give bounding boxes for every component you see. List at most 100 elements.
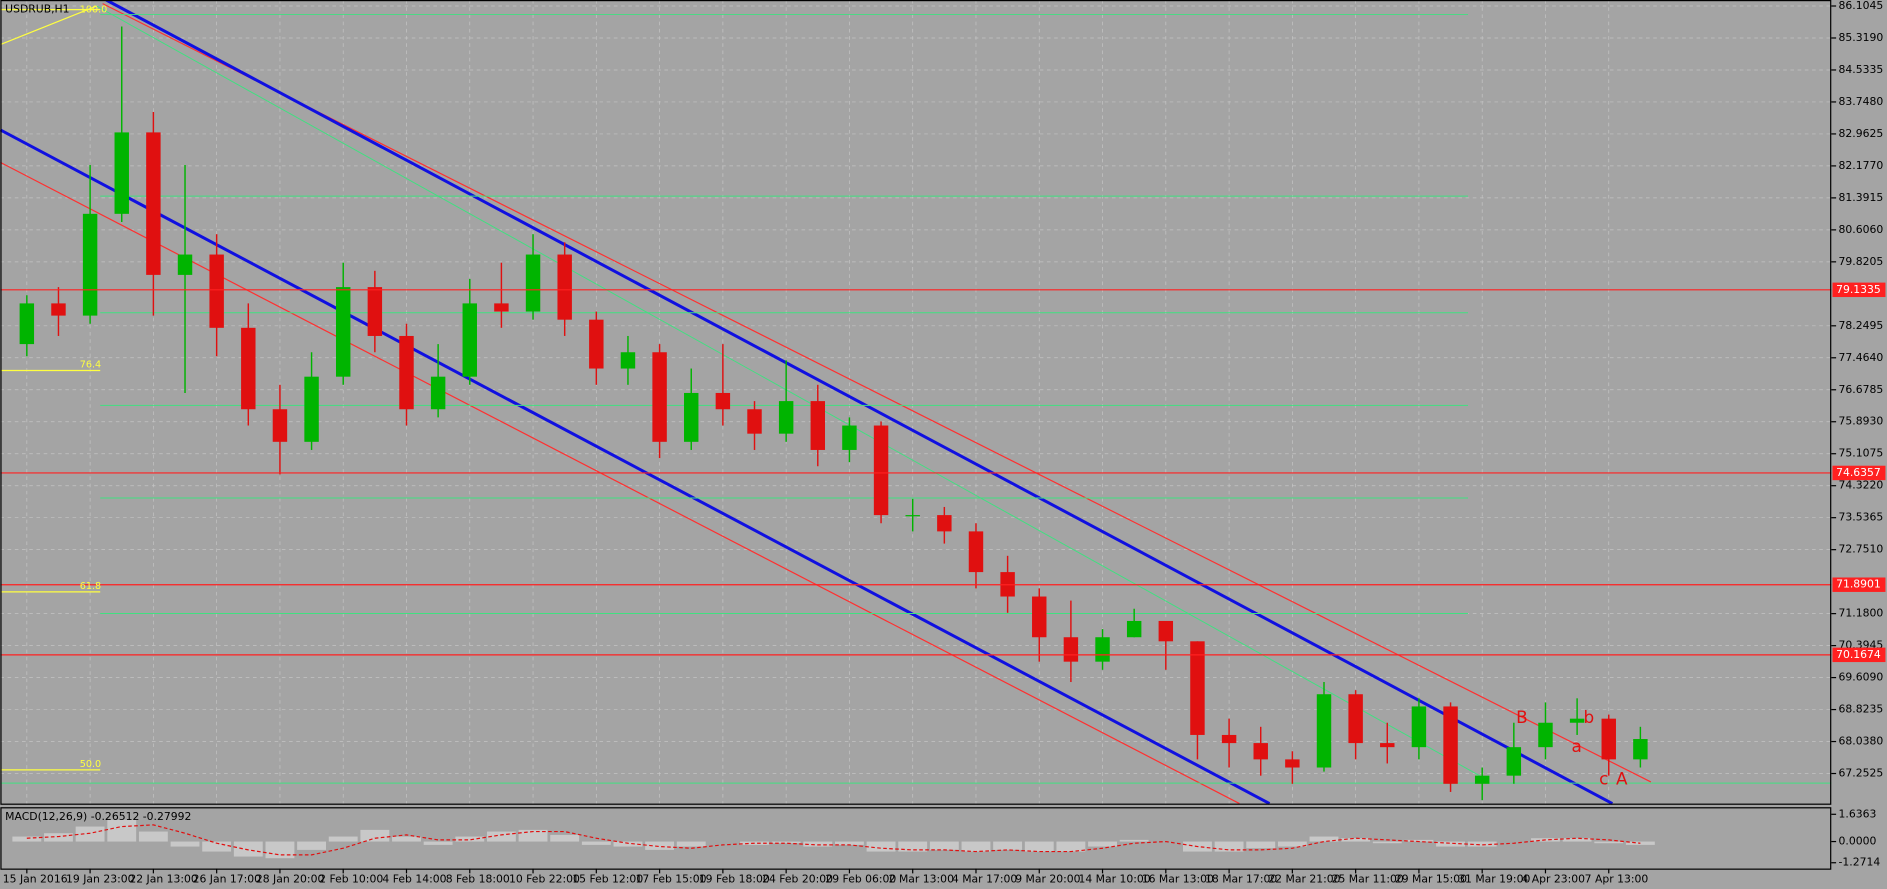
plot	[0, 26, 1832, 859]
macd-bar	[550, 834, 580, 842]
x-tick-label: 8 Feb 18:00	[446, 872, 510, 885]
macd-bar	[645, 841, 675, 850]
candle-body	[715, 392, 731, 410]
candle-body	[51, 303, 66, 316]
y-tick-label: 81.3915	[1839, 191, 1884, 204]
y-tick-label: 68.0380	[1839, 735, 1884, 748]
macd-bar	[138, 831, 168, 842]
wave-label: a	[1571, 736, 1581, 756]
x-tick-label: 25 Mar 11:00	[1332, 872, 1404, 885]
level-label: 74.6357	[1836, 466, 1881, 479]
candle-body	[399, 335, 414, 410]
y-tick-label: 78.2495	[1839, 319, 1884, 332]
macd-bar	[1246, 841, 1276, 849]
macd-bar	[1404, 839, 1434, 842]
y-tick-label: 85.3190	[1839, 31, 1884, 44]
y-tick-label: 68.8235	[1839, 703, 1884, 716]
fib-label: 76.4	[80, 360, 101, 371]
macd-bar	[803, 841, 833, 847]
candle-body	[1095, 637, 1110, 662]
level-label-box	[1832, 577, 1886, 592]
candle-body	[272, 409, 288, 442]
candle-body	[589, 319, 604, 369]
chart-title: USDRUB,H1	[5, 3, 69, 16]
macd-bar	[328, 836, 358, 842]
y-tick-label: 71.1800	[1839, 607, 1884, 620]
wave-label: B	[1516, 707, 1528, 727]
y-tick-label: 82.9625	[1839, 127, 1884, 140]
macd-bar	[202, 841, 232, 852]
main-frame	[0, 0, 1832, 805]
y-tick-label: 84.5335	[1839, 63, 1884, 76]
x-tick-label: 7 Apr 13:00	[1585, 872, 1649, 885]
channel-line	[0, 161, 1240, 805]
candle-body	[1506, 747, 1522, 776]
candle-body	[335, 287, 351, 377]
macd-bar	[929, 841, 959, 850]
candle-body	[810, 401, 826, 450]
x-tick-label: 24 Feb 20:00	[762, 872, 833, 885]
macd-bar	[1594, 841, 1624, 844]
level-label: 79.1335	[1836, 283, 1881, 296]
y-tick-label: 1.6363	[1839, 807, 1877, 820]
macd-bar	[297, 841, 327, 850]
candle-body	[304, 376, 319, 442]
macd-bar	[455, 836, 485, 842]
candle-body	[114, 132, 129, 214]
macd-bar	[170, 841, 200, 847]
macd-bar	[392, 836, 421, 842]
x-tick-label: 4 Feb 14:00	[382, 872, 446, 885]
drawings	[0, 0, 1832, 805]
candle-body	[209, 254, 224, 328]
candle-body	[1316, 694, 1332, 768]
macd-bar	[898, 841, 928, 852]
macd-bar	[771, 841, 801, 844]
channel-line	[0, 128, 1271, 805]
candle-body	[1380, 743, 1395, 748]
candle-body	[146, 132, 161, 275]
fib-label: 50.0	[80, 759, 101, 770]
macd-bar	[1562, 838, 1592, 842]
y-tick-label: -1.2714	[1839, 856, 1881, 869]
candle-body	[684, 392, 699, 442]
candle-body	[1221, 734, 1237, 744]
macd-bar	[233, 841, 263, 857]
macd-bar	[265, 841, 295, 859]
candle-body	[177, 254, 193, 275]
x-tick-label: 28 Jan 20:00	[256, 872, 325, 885]
channel-line	[102, 3, 1652, 783]
x-tick-label: 10 Feb 22:00	[509, 872, 580, 885]
y-tick-label: 73.5365	[1839, 511, 1884, 524]
y-tick-label: 75.8930	[1839, 415, 1884, 428]
x-tick-label: 26 Jan 17:00	[193, 872, 262, 885]
y-tick-label: 72.7510	[1839, 543, 1884, 556]
candle-body	[1158, 620, 1174, 642]
y-tick-label: 79.8205	[1839, 255, 1884, 268]
candle-body	[905, 515, 920, 517]
fib-levels	[0, 13, 1832, 784]
candle-body	[462, 303, 477, 377]
wave-label: c	[1599, 769, 1608, 789]
macd-bar	[834, 841, 864, 845]
y-tick-label: 75.1075	[1839, 447, 1884, 460]
candle-body	[1601, 718, 1616, 760]
x-tick-label: 29 Feb 06:00	[825, 872, 896, 885]
macd-bar	[581, 841, 611, 845]
y-tick-label: 0.0000	[1839, 835, 1877, 848]
fib-label: 100.0	[80, 5, 108, 16]
candle-body	[557, 254, 572, 320]
fib-line	[0, 5, 97, 46]
y-tick-label: 77.4640	[1839, 351, 1884, 364]
x-tick-label: 4 Apr 23:00	[1521, 872, 1585, 885]
y-tick-label: 83.7480	[1839, 95, 1884, 108]
y-tick-label: 82.1770	[1839, 159, 1884, 172]
y-tick-label: 86.1045	[1839, 0, 1884, 12]
candle-body	[1569, 718, 1585, 723]
candle-body	[937, 515, 952, 532]
macd-bar	[866, 841, 896, 852]
macd-bar	[993, 841, 1023, 850]
macd-bar	[360, 829, 390, 842]
x-tick-label: 2 Mar 13:00	[889, 872, 954, 885]
macd-bar	[1277, 841, 1307, 847]
candle-body	[1348, 694, 1363, 744]
